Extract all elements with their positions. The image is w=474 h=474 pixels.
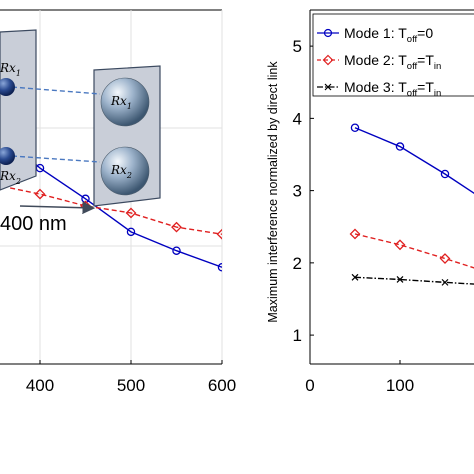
rx-label-2: Rx2 <box>110 163 132 180</box>
left-series-2-line <box>0 185 222 235</box>
right-series-1-point-0 <box>350 123 360 133</box>
right-x-ticks: 0 100 <box>305 360 414 395</box>
distance-arrow <box>19 201 96 215</box>
left-x-tick-label-0: 400 <box>26 376 54 395</box>
left-series-1-point-5 <box>217 262 222 272</box>
right-series-1-line <box>354 127 474 195</box>
right-series-1-point-2 <box>440 169 450 179</box>
right-y-tick-label-2: 3 <box>293 182 302 201</box>
right-series-3-point-2 <box>441 278 449 286</box>
legend-marker-mode-2 <box>322 54 334 66</box>
rx-label-1: Rx1 <box>110 94 132 111</box>
legend-box <box>312 13 474 97</box>
legend: Mode 1: Toff=0 Mode 2: Toff=Tin Mode 3: … <box>312 13 474 99</box>
right-x-tick-label-1: 100 <box>386 376 414 395</box>
right-series-3-point-1 <box>396 276 404 283</box>
legend-entry-mode-1: Mode 1: Toff=0 <box>317 25 433 45</box>
left-series-2-point-3 <box>125 207 137 219</box>
transmitter-panel <box>0 29 37 191</box>
tx-sphere-1 <box>0 78 15 96</box>
link-2 <box>11 155 101 163</box>
rx-sphere-2 <box>100 146 150 196</box>
left-x-tick-label-1: 500 <box>117 376 145 395</box>
left-series-2-point-1 <box>34 188 46 200</box>
right-y-tick-label-3: 4 <box>293 109 302 128</box>
left-x-ticks: 400 500 600 <box>26 360 236 395</box>
left-series-1-point-3 <box>126 227 136 237</box>
legend-label-mode-1: Mode 1: Toff=0 <box>344 25 433 45</box>
legend-entry-mode-3: Mode 3: Toff=Tin <box>317 79 441 99</box>
right-series <box>349 123 474 286</box>
left-series-2-point-5 <box>216 228 222 240</box>
legend-entry-mode-2: Mode 2: Toff=Tin <box>317 52 441 72</box>
legend-marker-mode-3 <box>324 83 332 91</box>
rx-sphere-1 <box>100 77 150 127</box>
left-series-2-point-4 <box>171 221 182 233</box>
link-1 <box>11 86 101 95</box>
right-series-2-point-1 <box>394 239 406 251</box>
right-series-3-line <box>354 276 474 285</box>
right-series-2-point-0 <box>349 228 361 240</box>
right-panel: Maximum interference normalized by direc… <box>266 9 474 395</box>
right-series-2-point-2 <box>439 253 451 264</box>
inset-diagram: Rx1 Rx2 Rx1 Rx2 400 nm <box>0 29 161 235</box>
right-x-tick-label-0: 0 <box>305 376 314 395</box>
tx-label-1: Rx1 <box>0 61 21 78</box>
right-y-tick-label-4: 5 <box>293 37 302 56</box>
legend-marker-mode-1 <box>323 28 333 38</box>
right-series-1-point-1 <box>395 142 405 151</box>
left-x-tick-label-2: 600 <box>208 376 236 395</box>
right-series-2-line <box>354 233 474 269</box>
left-series-1-point-4 <box>172 246 181 255</box>
right-y-axis-label: Maximum interference normalized by direc… <box>266 61 280 323</box>
right-series-3-point-0 <box>351 273 359 281</box>
legend-label-mode-2: Mode 2: Toff=Tin <box>344 52 441 72</box>
tx-label-2: Rx2 <box>0 169 21 186</box>
wavelength-label: 400 nm <box>0 213 67 235</box>
right-y-tick-label-0: 1 <box>293 326 302 345</box>
left-panel: 400 500 600 Rx1 Rx2 Rx1 Rx2 400 nm <box>0 9 236 395</box>
right-y-tick-label-1: 2 <box>293 254 302 273</box>
legend-label-mode-3: Mode 3: Toff=Tin <box>344 79 441 99</box>
tx-sphere-2 <box>0 147 15 165</box>
right-y-ticks: 1 2 3 4 5 <box>293 37 314 345</box>
